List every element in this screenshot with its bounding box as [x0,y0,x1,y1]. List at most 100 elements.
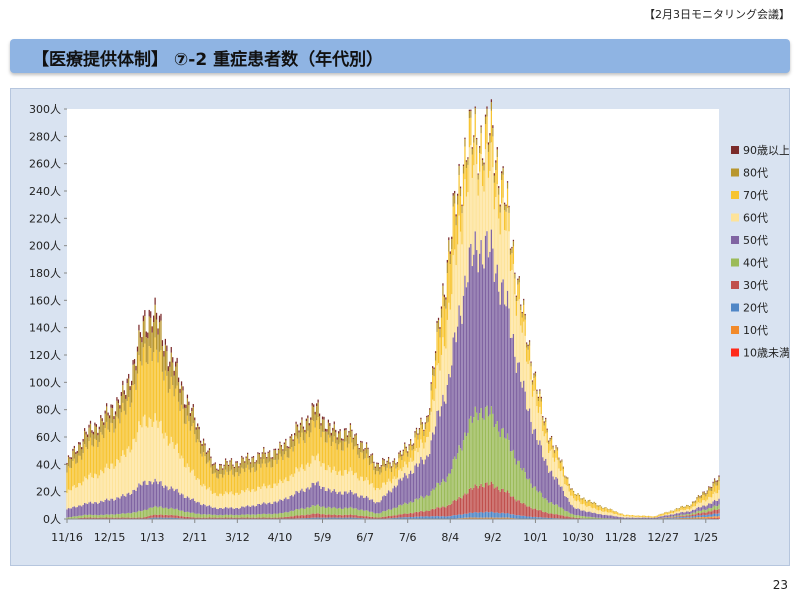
bar-segment [183,516,186,519]
bar-segment [70,459,73,469]
bar-segment [173,517,175,519]
bar-segment [392,515,394,518]
bar-segment [499,206,501,213]
bar-segment [211,507,214,515]
bar-segment [708,514,710,517]
bar-segment [715,506,717,510]
bar-segment [183,423,186,467]
bar-segment [69,517,71,519]
bar-segment [216,515,218,518]
bar-segment [195,513,197,518]
bar-segment [622,516,625,518]
bar-segment [141,342,143,366]
bar-segment [186,463,189,497]
bar-segment [436,482,438,508]
bar-segment [583,503,585,511]
bar-segment [521,313,523,318]
bar-segment [578,515,581,518]
bar-segment [464,137,466,140]
bar-segment [270,504,272,515]
bar-segment [489,512,491,518]
bar-segment [545,497,547,512]
bar-segment [573,490,575,493]
bar-segment [530,516,532,519]
bar-segment [515,296,517,302]
bar-segment [91,430,93,433]
bar-segment [449,516,451,519]
bar-segment [216,469,218,478]
bar-segment [332,469,334,492]
bar-segment [249,506,252,515]
bar-segment [342,515,344,518]
bar-segment [474,406,476,485]
bar-segment [157,484,159,508]
bar-segment [708,511,710,515]
bar-segment [217,478,219,497]
bar-segment [222,477,224,496]
bar-segment [642,517,644,518]
bar-segment [161,517,164,519]
bar-segment [433,369,435,377]
bar-segment [186,415,189,464]
bar-segment [490,481,493,512]
bar-segment [361,442,363,453]
bar-segment [155,312,158,320]
bar-segment [477,420,479,489]
bar-segment [247,487,249,506]
bar-segment [113,419,115,433]
bar-segment [575,501,578,509]
bar-segment [528,516,531,519]
bar-segment [699,498,701,504]
bar-segment [465,494,468,514]
bar-segment [407,478,409,505]
bar-segment [477,512,479,518]
bars [66,99,720,520]
bar-segment [493,175,495,183]
bar-segment [308,517,310,519]
bar-segment [528,345,531,361]
bar-segment [429,516,431,519]
bar-segment [713,478,716,480]
bar-segment [316,513,318,518]
y-tick-label: 260人 [29,158,61,171]
bar-segment [637,517,639,519]
bar-segment [596,510,598,515]
bar-segment [81,485,83,507]
bar-segment [365,477,368,496]
bar-segment [506,490,509,513]
bar-segment [348,443,350,472]
bar-segment [518,299,520,363]
bar-segment [249,514,252,518]
bar-segment [333,514,335,518]
bar-segment [326,491,328,508]
bar-segment [459,514,462,519]
legend-swatch [731,258,739,267]
bar-segment [123,410,125,455]
bar-segment [452,500,454,516]
bar-segment [352,437,354,440]
bar-segment [380,472,382,488]
bar-segment [630,516,632,518]
bar-segment [565,485,567,498]
bar-segment [267,453,269,463]
bar-segment [106,463,108,499]
bar-segment [163,438,165,488]
bar-segment [603,508,606,512]
bar-segment [208,505,211,515]
bar-segment [432,399,434,433]
bar-segment [474,107,476,115]
bar-segment [696,507,698,512]
bar-segment [179,388,181,393]
bar-segment [247,452,249,455]
bar-segment [271,488,274,504]
bar-segment [145,516,147,519]
bar-segment [680,506,682,508]
bar-segment [207,450,209,453]
bar-segment [360,476,362,496]
bar-segment [172,442,174,489]
bar-segment [523,467,525,503]
bar-segment [454,193,456,204]
bar-segment [274,459,277,484]
bar-segment [295,421,297,424]
bar-segment [433,400,435,435]
